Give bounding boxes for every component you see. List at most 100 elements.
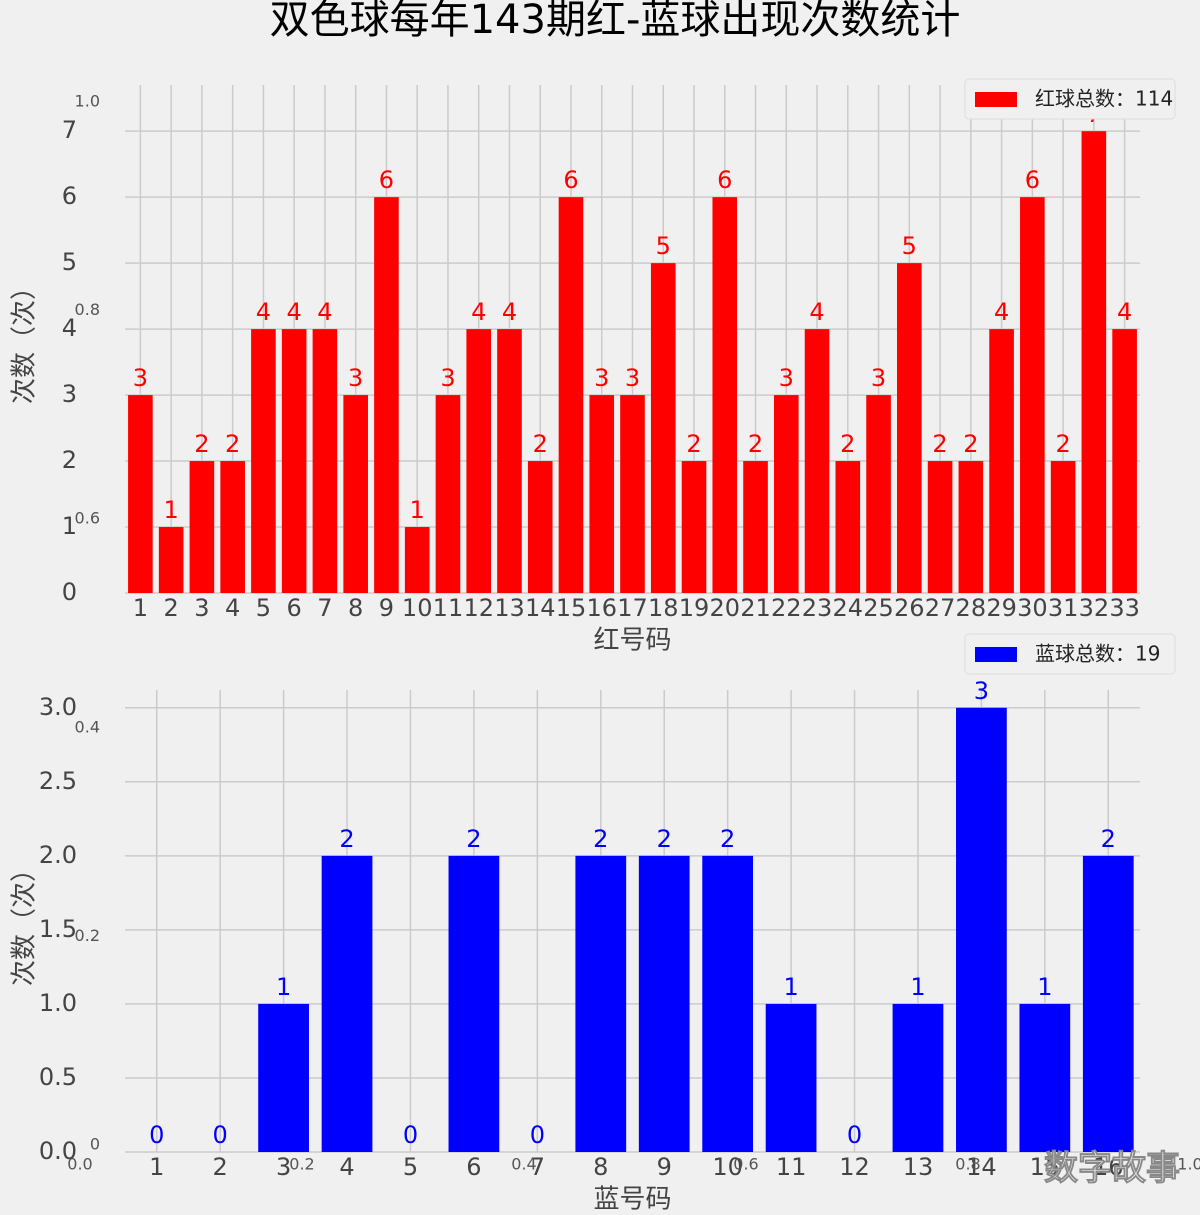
value-label: 4: [287, 298, 302, 326]
y-tick-label: 0.0: [39, 1137, 77, 1165]
bar: [835, 461, 861, 593]
x-tick-label: 15: [556, 594, 587, 622]
x-tick-label: 5: [256, 594, 271, 622]
value-label: 4: [256, 298, 271, 326]
x-tick-label: 22: [771, 594, 802, 622]
x-tick-label: 4: [225, 594, 240, 622]
y-tick-label: 7: [62, 116, 77, 144]
value-label: 4: [317, 298, 332, 326]
value-label: 2: [225, 430, 240, 458]
bg-x-tick-label: 0.8: [955, 1155, 980, 1174]
bg-y-tick-label: 0.8: [75, 300, 100, 319]
x-tick-label: 2: [163, 594, 178, 622]
legend-box: [964, 78, 1176, 120]
bar: [448, 855, 500, 1152]
bar: [251, 329, 276, 593]
value-label: 0: [847, 1121, 862, 1149]
value-label: 2: [339, 825, 354, 853]
value-label: 2: [840, 430, 855, 458]
x-tick-label: 21: [740, 594, 771, 622]
bg-y-tick-label: 1.0: [75, 92, 100, 111]
value-label: 2: [748, 430, 763, 458]
x-tick-label: 1: [149, 1153, 164, 1181]
value-label: 4: [994, 298, 1009, 326]
value-label: 2: [686, 430, 701, 458]
x-tick-label: 20: [709, 594, 740, 622]
x-tick-label: 7: [530, 1153, 545, 1181]
x-tick-label: 19: [679, 594, 710, 622]
bar: [589, 395, 615, 593]
x-tick-label: 17: [617, 594, 648, 622]
value-label: 2: [932, 430, 947, 458]
bg-x-tick-label: 0.0: [67, 1155, 92, 1174]
bar: [804, 329, 830, 593]
bar: [927, 461, 953, 593]
value-label: 4: [502, 298, 517, 326]
x-tick-label: 25: [863, 594, 894, 622]
x-tick-label: 11: [776, 1153, 807, 1181]
bar: [189, 461, 215, 593]
y-tick-label: 0: [62, 578, 77, 606]
bar: [773, 395, 799, 593]
value-label: 1: [783, 973, 798, 1001]
x-axis-label: 红号码: [593, 626, 671, 656]
value-label: 3: [348, 364, 363, 392]
bar: [897, 263, 922, 593]
y-tick-label: 1: [62, 512, 77, 540]
bar: [343, 395, 368, 593]
bar: [466, 329, 492, 593]
value-label: 4: [809, 298, 824, 326]
value-label: 2: [720, 825, 735, 853]
bg-y-tick-label: 0.4: [75, 717, 100, 736]
bar: [866, 395, 891, 593]
bar: [956, 707, 1007, 1152]
value-label: 2: [466, 825, 481, 853]
bar: [128, 395, 153, 593]
bar: [575, 855, 627, 1152]
bar: [620, 395, 645, 593]
bg-y-tick-label: 0.2: [75, 926, 100, 945]
x-tick-label: 23: [802, 594, 833, 622]
x-tick-label: 6: [466, 1153, 481, 1181]
bg-x-tick-label: 1.0: [1177, 1155, 1200, 1174]
bar: [1112, 329, 1137, 593]
y-tick-label: 2.5: [39, 767, 77, 795]
x-tick-label: 12: [839, 1153, 870, 1181]
x-tick-label: 4: [339, 1153, 354, 1181]
x-tick-label: 27: [925, 594, 956, 622]
value-label: 3: [133, 364, 148, 392]
x-tick-label: 26: [894, 594, 925, 622]
bar: [312, 329, 338, 593]
x-tick-label: 8: [348, 594, 363, 622]
value-label: 1: [163, 496, 178, 524]
x-tick-label: 2: [213, 1153, 228, 1181]
legend-swatch: [975, 92, 1017, 107]
bg-x-tick-label: 0.4: [511, 1155, 536, 1174]
value-label: 0: [149, 1121, 164, 1149]
y-axis-label: 次数（次）: [10, 856, 40, 986]
bar: [527, 461, 553, 593]
bar: [321, 855, 373, 1152]
bar: [712, 197, 738, 594]
legend-box: [964, 633, 1176, 675]
value-label: 3: [440, 364, 455, 392]
bar: [1082, 855, 1134, 1152]
value-label: 6: [1025, 166, 1040, 194]
y-tick-label: 5: [62, 248, 77, 276]
x-tick-label: 16: [1093, 1153, 1124, 1181]
value-label: 2: [194, 430, 209, 458]
y-tick-label: 3: [62, 380, 77, 408]
bar: [638, 855, 690, 1152]
bar: [958, 461, 984, 593]
x-tick-label: 9: [657, 1153, 672, 1181]
x-tick-label: 7: [317, 594, 332, 622]
x-tick-label: 13: [494, 594, 525, 622]
y-tick-label: 1.0: [39, 989, 77, 1017]
x-tick-label: 30: [1017, 594, 1048, 622]
y-axis-label: 次数（次）: [10, 274, 40, 404]
watermark: 数字故事: [1044, 1149, 1180, 1189]
value-label: 6: [563, 166, 578, 194]
value-label: 1: [1037, 973, 1052, 1001]
x-tick-label: 1: [133, 594, 148, 622]
value-label: 6: [717, 166, 732, 194]
